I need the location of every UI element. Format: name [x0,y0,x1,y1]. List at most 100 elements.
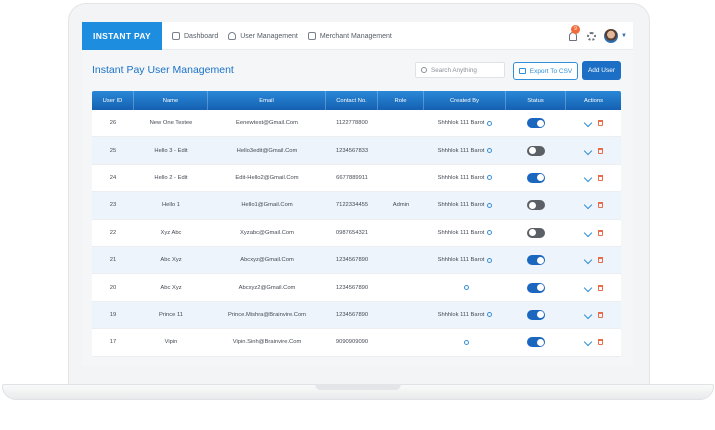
table-row: 24 Hello 2 - Edit Edit-Hello2@Gmail.Com 667… [92,164,621,193]
delete-icon[interactable] [597,202,603,209]
created-by-text: Shhhlok 111 Barot [437,174,485,181]
cell-created-by: Shhhlok 111 Barot [424,165,506,191]
info-icon[interactable] [464,285,469,291]
edit-icon[interactable] [583,173,592,183]
edit-icon[interactable] [583,255,592,265]
cell-status [506,247,566,273]
row-actions [583,338,603,347]
toggle-knob [528,229,536,237]
export-csv-button[interactable]: Export To CSV [513,62,578,80]
header-role[interactable]: Role [378,91,424,110]
cell-contact: 1234567890 [335,284,369,291]
nav-merchant-management[interactable]: Merchant Management [307,32,392,40]
cell-name: Abc Xyz [160,257,182,264]
cell-contact: 9090909090 [335,339,369,346]
delete-icon[interactable] [597,339,603,346]
toggle-knob [528,201,536,209]
add-user-button[interactable]: Add User [582,61,621,80]
row-actions [583,255,603,265]
cell-status [506,192,566,218]
info-icon[interactable] [464,339,469,345]
cell-user-id: 21 [109,257,117,264]
status-toggle[interactable] [527,337,545,348]
edit-icon[interactable] [583,146,592,155]
cell-email: Edit-Hello2@Gmail.Com [235,174,299,181]
delete-icon[interactable] [597,120,603,127]
chevron-down-icon[interactable]: ▼ [621,33,627,39]
status-toggle[interactable] [527,255,545,266]
info-icon[interactable] [487,120,493,126]
cell-email: Prince.Mishra@Brainvire.Com [227,311,307,318]
cell-created-by [424,274,506,300]
status-toggle[interactable] [527,309,545,320]
status-toggle[interactable] [527,118,545,129]
header-user-id[interactable]: User ID [92,91,134,110]
cell-role [378,302,424,328]
cell-role [378,165,424,191]
delete-icon[interactable] [597,229,603,236]
info-icon[interactable] [487,202,493,208]
cell-name: New One Testee [149,120,193,127]
nav-dashboard[interactable]: Dashboard [172,32,218,40]
cell-user-id: 22 [109,229,117,236]
cell-actions [566,165,621,191]
edit-icon[interactable] [583,338,592,347]
building-icon [307,32,316,40]
edit-icon[interactable] [583,201,592,210]
cell-email: Abcxyz@Gmail.Com [240,257,294,264]
delete-icon[interactable] [597,174,603,181]
table-row: 23 Hello 1 Hello1@Gmail.Com 7122334455 Admin… [92,192,621,220]
header-name[interactable]: Name [134,91,208,110]
status-toggle[interactable] [527,145,545,156]
cell-created-by: Shhhlok 111 Barot [424,137,506,163]
header-created-by[interactable]: Created By [424,91,506,110]
main-nav: Dashboard User Management Merchant Manag… [162,22,392,50]
cell-status [506,274,566,300]
cell-email: Vipin.Sinh@Brainvire.Com [232,339,302,346]
edit-icon[interactable] [583,310,592,320]
delete-icon[interactable] [597,284,603,291]
table-row: 22 Xyz Abc Xyzabc@Gmail.Com 0987654321 Shhh… [92,219,621,247]
info-icon[interactable] [487,148,493,154]
avatar[interactable] [604,29,619,43]
status-toggle[interactable] [527,227,545,238]
header-contact[interactable]: Contact No. [326,91,378,110]
delete-icon[interactable] [597,147,603,154]
edit-icon[interactable] [583,283,592,292]
cell-actions [566,329,621,355]
status-toggle[interactable] [527,282,545,293]
cell-user-id: 17 [109,339,117,346]
search-input[interactable]: Search Anything [415,62,505,78]
cell-role [378,329,424,355]
top-navbar: INSTANT PAY Dashboard User Management Me… [82,22,633,50]
bell-icon[interactable]: 9 [569,24,581,41]
created-by-text: Shhhlok 111 Barot [437,257,485,264]
cell-actions [566,110,621,136]
delete-icon[interactable] [597,311,603,318]
header-actions: 9 ▼ [569,22,627,50]
nav-user-management[interactable]: User Management [228,32,298,40]
cell-role [378,247,424,273]
gear-icon[interactable] [587,31,597,41]
cell-email: Hello3edit@Gmail.Com [236,147,298,154]
delete-icon[interactable] [597,257,603,264]
app-screen: INSTANT PAY Dashboard User Management Me… [82,22,633,366]
status-toggle[interactable] [527,172,545,183]
info-icon[interactable] [487,230,493,236]
brand-logo[interactable]: INSTANT PAY [82,22,162,50]
users-table: User ID Name Email Contact No. Role Crea… [92,91,621,357]
edit-icon[interactable] [583,228,592,237]
cell-name: Hello 2 - Edit [154,174,188,181]
header-email[interactable]: Email [208,91,326,110]
dashboard-icon [172,32,180,40]
status-toggle[interactable] [527,200,545,211]
info-icon[interactable] [487,312,493,318]
toggle-knob [528,147,536,155]
table-row: 25 Hello 3 - Edit Hello3edit@Gmail.Com 1234… [92,137,621,165]
info-icon[interactable] [487,257,493,263]
edit-icon[interactable] [583,118,592,128]
info-icon[interactable] [487,175,493,181]
cell-email: Eenewtest@Gmail.Com [236,120,298,127]
row-actions [583,146,603,155]
header-status[interactable]: Status [506,91,566,110]
